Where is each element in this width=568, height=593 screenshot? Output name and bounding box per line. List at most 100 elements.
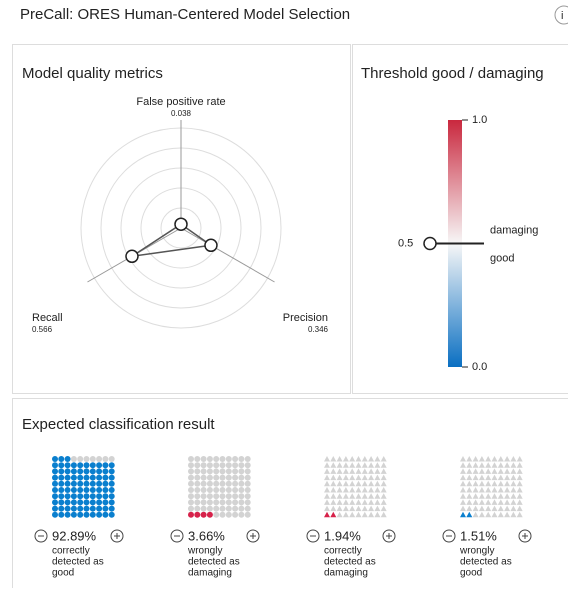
unit-mark: [77, 468, 83, 474]
unit-mark: [109, 487, 115, 493]
desc-line: detected as: [52, 557, 104, 568]
unit-empty: [485, 481, 491, 487]
unit-empty: [220, 481, 226, 487]
unit-empty: [194, 475, 200, 481]
unit-mark: [109, 493, 115, 499]
unit-mark: [52, 499, 58, 505]
unit-mark: [102, 481, 108, 487]
unit-mark: [58, 487, 64, 493]
unit-mark: [84, 487, 90, 493]
unit-mark: [109, 468, 115, 474]
axis-value: 0.346: [308, 325, 329, 334]
scale-label: 0.0: [472, 361, 487, 373]
radar-point[interactable]: [126, 250, 138, 262]
unit-empty: [517, 456, 523, 462]
unit-empty: [232, 493, 238, 499]
unit-empty: [368, 456, 374, 462]
unit-empty: [356, 487, 362, 493]
desc-line: detected as: [188, 557, 240, 568]
unit-empty: [220, 512, 226, 518]
unit-empty: [330, 462, 336, 468]
unit-mark: [52, 456, 58, 462]
unit-empty: [232, 456, 238, 462]
unit-mark: [52, 487, 58, 493]
unit-empty: [213, 506, 219, 512]
unit-empty: [510, 456, 516, 462]
unit-mark: [102, 468, 108, 474]
class-label: damaging: [490, 224, 538, 236]
unit-empty: [492, 493, 498, 499]
axis-value: 0.566: [32, 325, 53, 334]
info-icon[interactable]: i: [561, 10, 563, 22]
unit-mark: [52, 512, 58, 518]
unit-empty: [330, 506, 336, 512]
unit-empty: [324, 468, 330, 474]
unit-empty: [485, 475, 491, 481]
unit-empty: [330, 481, 336, 487]
unit-empty: [498, 462, 504, 468]
unit-empty: [201, 462, 207, 468]
unit-mark: [52, 481, 58, 487]
unit-mark: [460, 512, 466, 518]
unit-empty: [349, 481, 355, 487]
unit-mark: [90, 462, 96, 468]
unit-empty: [460, 499, 466, 505]
unit-empty: [466, 506, 472, 512]
unit-empty: [368, 468, 374, 474]
unit-mark: [96, 481, 102, 487]
unit-empty: [510, 499, 516, 505]
unit-mark: [84, 499, 90, 505]
unit-mark: [96, 487, 102, 493]
unit-empty: [504, 456, 510, 462]
unit-mark: [71, 475, 77, 481]
unit-empty: [188, 493, 194, 499]
unit-empty: [479, 512, 485, 518]
class-name: damaging: [188, 568, 232, 579]
unit-empty: [381, 456, 387, 462]
unit-empty: [213, 487, 219, 493]
unit-empty: [349, 462, 355, 468]
unit-empty: [232, 468, 238, 474]
unit-empty: [473, 475, 479, 481]
radar-point[interactable]: [175, 218, 187, 230]
unit-mark: [71, 487, 77, 493]
unit-empty: [368, 481, 374, 487]
unit-mark: [96, 475, 102, 481]
unit-mark: [84, 481, 90, 487]
unit-empty: [238, 506, 244, 512]
unit-empty: [479, 487, 485, 493]
unit-empty: [368, 512, 374, 518]
unit-empty: [374, 481, 380, 487]
unit-empty: [356, 512, 362, 518]
radar-point[interactable]: [205, 239, 217, 251]
unit-mark: [96, 512, 102, 518]
unit-mark: [58, 493, 64, 499]
unit-mark: [90, 506, 96, 512]
unit-mark: [65, 468, 71, 474]
unit-empty: [498, 512, 504, 518]
unit-empty: [374, 506, 380, 512]
unit-empty: [343, 456, 349, 462]
unit-empty: [207, 481, 213, 487]
unit-empty: [510, 462, 516, 468]
unit-empty: [466, 462, 472, 468]
unit-empty: [498, 487, 504, 493]
unit-empty: [485, 468, 491, 474]
unit-empty: [245, 506, 251, 512]
unit-empty: [362, 512, 368, 518]
panel-title: Expected classification result: [22, 416, 215, 433]
unit-mark: [96, 468, 102, 474]
unit-empty: [220, 493, 226, 499]
threshold-handle[interactable]: [424, 238, 436, 250]
unit-empty: [238, 468, 244, 474]
unit-empty: [517, 512, 523, 518]
unit-empty: [245, 487, 251, 493]
unit-empty: [381, 512, 387, 518]
unit-empty: [381, 462, 387, 468]
unit-empty: [194, 506, 200, 512]
unit-empty: [479, 481, 485, 487]
unit-mark: [65, 493, 71, 499]
unit-mark: [330, 512, 336, 518]
unit-empty: [220, 499, 226, 505]
